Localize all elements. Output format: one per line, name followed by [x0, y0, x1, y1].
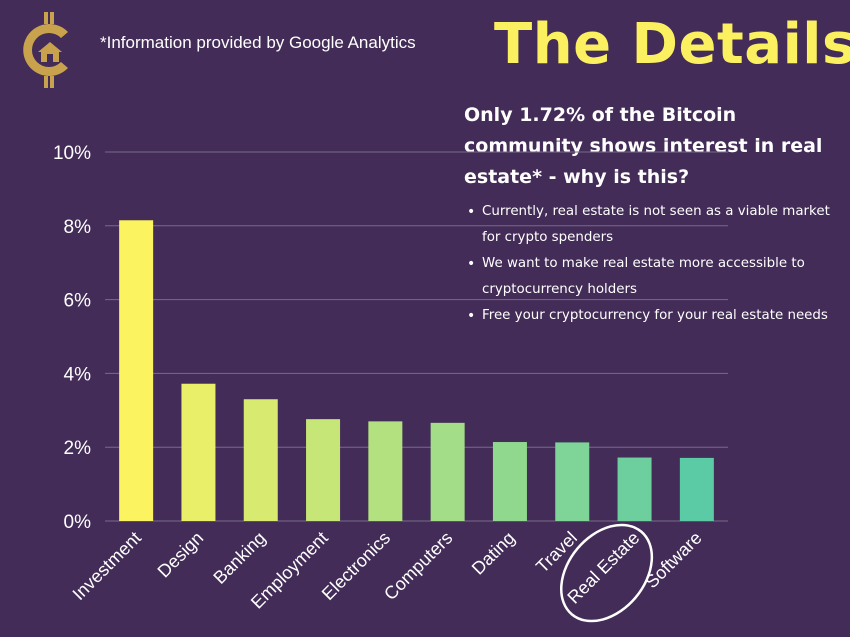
- bar: [679, 457, 714, 521]
- bar: [368, 421, 403, 521]
- info-panel: Only 1.72% of the Bitcoin community show…: [464, 100, 840, 329]
- bar: [555, 442, 590, 521]
- y-tick-label: 0%: [64, 512, 92, 533]
- x-tick-label: Dating: [468, 528, 519, 579]
- bar: [430, 422, 465, 521]
- highlight-circle: [559, 523, 654, 623]
- bitcoin-house-logo-icon: [23, 12, 68, 88]
- bar: [492, 442, 527, 521]
- x-tick-label: Design: [154, 528, 208, 582]
- y-tick-label: 6%: [64, 291, 92, 312]
- info-bullet: Free your cryptocurrency for your real e…: [464, 303, 840, 329]
- bar: [181, 383, 216, 521]
- info-bullet: Currently, real estate is not seen as a …: [464, 199, 840, 251]
- bar: [243, 399, 278, 521]
- x-tick-label: Investment: [69, 528, 145, 604]
- x-tick-label: Computers: [380, 528, 456, 604]
- y-tick-label: 2%: [64, 438, 92, 459]
- bar: [119, 220, 154, 521]
- info-heading: Only 1.72% of the Bitcoin community show…: [464, 104, 823, 188]
- y-tick-label: 10%: [53, 143, 91, 164]
- info-bullet-list: Currently, real estate is not seen as a …: [464, 199, 840, 329]
- y-tick-label: 4%: [64, 364, 92, 385]
- page-title: The Details: [494, 12, 850, 77]
- source-note: *Information provided by Google Analytic…: [100, 33, 416, 52]
- bar: [306, 419, 341, 521]
- bar: [617, 457, 652, 521]
- x-tick-label: Banking: [209, 528, 269, 588]
- y-tick-label: 8%: [64, 217, 92, 238]
- info-bullet: We want to make real estate more accessi…: [464, 251, 840, 303]
